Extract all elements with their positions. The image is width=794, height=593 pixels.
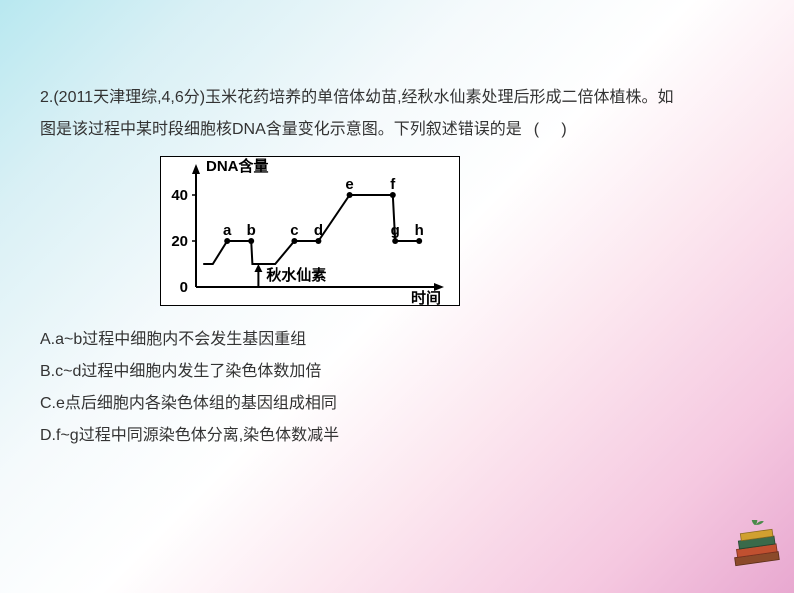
question-block: 2.(2011天津理综,4,6分)玉米花药培养的单倍体幼苗,经秋水仙素处理后形成… — [40, 82, 760, 452]
svg-text:e: e — [345, 176, 353, 193]
svg-text:d: d — [314, 222, 323, 239]
option-b: B.c~d过程中细胞内发生了染色体数加倍 — [40, 356, 760, 388]
svg-text:时间: 时间 — [411, 289, 441, 307]
svg-text:DNA含量: DNA含量 — [206, 157, 269, 175]
options-list: A.a~b过程中细胞内不会发生基因重组 B.c~d过程中细胞内发生了染色体数加倍… — [40, 324, 760, 452]
svg-text:秋水仙素: 秋水仙素 — [266, 266, 326, 284]
svg-text:g: g — [391, 222, 400, 239]
svg-text:c: c — [290, 222, 298, 239]
svg-text:40: 40 — [171, 187, 188, 204]
chart-svg: 0 20 40 DNA含量时间 ab cd e f gh 秋水仙素 — [161, 157, 461, 307]
svg-text:b: b — [247, 222, 256, 239]
svg-text:20: 20 — [171, 233, 188, 250]
stem-line-1: 2.(2011天津理综,4,6分)玉米花药培养的单倍体幼苗,经秋水仙素处理后形成… — [40, 82, 760, 114]
question-stem: 2.(2011天津理综,4,6分)玉米花药培养的单倍体幼苗,经秋水仙素处理后形成… — [40, 82, 760, 146]
books-icon — [726, 520, 786, 575]
svg-text:0: 0 — [180, 279, 188, 296]
option-a: A.a~b过程中细胞内不会发生基因重组 — [40, 324, 760, 356]
svg-text:a: a — [223, 222, 232, 239]
dna-chart: 0 20 40 DNA含量时间 ab cd e f gh 秋水仙素 — [160, 156, 460, 306]
svg-text:h: h — [415, 222, 424, 239]
option-c: C.e点后细胞内各染色体组的基因组成相同 — [40, 388, 760, 420]
svg-text:f: f — [390, 176, 396, 193]
option-d: D.f~g过程中同源染色体分离,染色体数减半 — [40, 420, 760, 452]
answer-blank: ( ) — [526, 114, 574, 146]
stem-line-2: 图是该过程中某时段细胞核DNA含量变化示意图。下列叙述错误的是 ( ) — [40, 114, 760, 146]
